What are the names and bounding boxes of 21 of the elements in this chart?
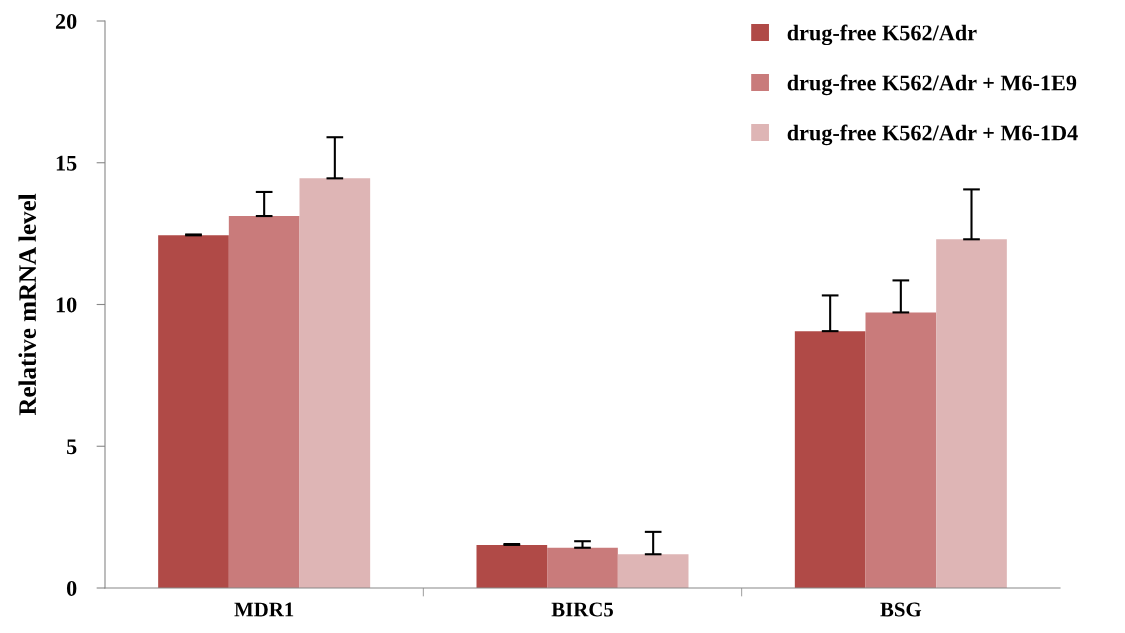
bar xyxy=(547,547,618,588)
bar xyxy=(158,235,229,588)
y-tick-label: 20 xyxy=(55,13,77,29)
bar xyxy=(299,178,371,588)
bar xyxy=(865,312,937,588)
legend-label: drug-free K562/Adr xyxy=(787,24,977,46)
y-tick-label: 10 xyxy=(56,297,77,313)
x-tick-label: BIRC5 xyxy=(551,602,613,617)
bar xyxy=(936,239,1007,588)
y-tick-label: 0 xyxy=(66,580,77,596)
legend-label: drug-free K562/Adr + M6-1D4 xyxy=(787,124,1078,146)
bar xyxy=(617,554,689,588)
bar xyxy=(476,544,548,588)
legend-label: drug-free K562/Adr + M6-1E9 xyxy=(787,74,1077,96)
y-tick-label: 5 xyxy=(67,439,77,455)
x-tick-label: BSG xyxy=(880,602,922,617)
bar xyxy=(794,331,866,588)
y-axis-title: Relative mRNA level xyxy=(18,193,37,416)
x-tick-label: MDR1 xyxy=(234,602,294,617)
bar xyxy=(228,216,300,588)
y-tick-label: 15 xyxy=(56,155,77,171)
